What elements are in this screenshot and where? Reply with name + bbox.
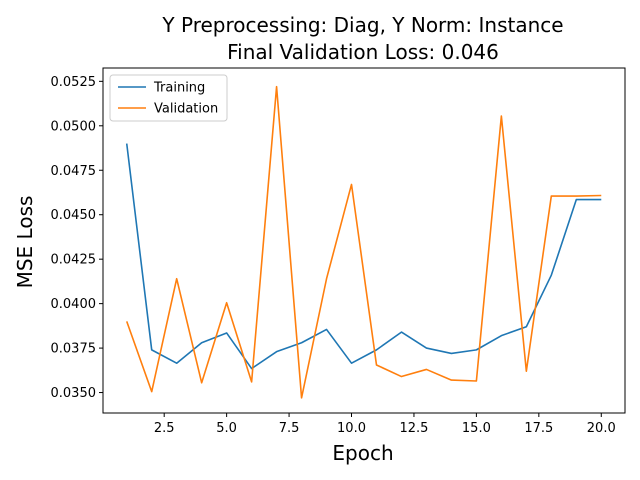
y-tick-label: 0.0450 xyxy=(51,208,97,223)
x-axis-title: Epoch xyxy=(332,441,393,465)
x-tick-label: 7.5 xyxy=(279,421,300,436)
y-tick-label: 0.0350 xyxy=(51,386,97,401)
x-tick-label: 17.5 xyxy=(524,421,553,436)
y-axis-ticks: 0.0350 0.0375 0.0400 0.0425 0.0450 0.0475 0.05… xyxy=(51,75,103,401)
x-tick-label: 12.5 xyxy=(399,421,428,436)
x-axis-ticks: 2.5 5.0 7.5 10.0 12.5 15.0 17.5 20.0 xyxy=(154,413,616,436)
legend: Training Validation xyxy=(109,74,228,122)
x-tick-label: 5.0 xyxy=(216,421,237,436)
chart-title-line1: Y Preprocessing: Diag, Y Norm: Instance xyxy=(161,13,563,37)
y-tick-label: 0.0375 xyxy=(51,342,97,357)
legend-label-validation: Validation xyxy=(154,102,218,117)
y-axis-title: MSE Loss xyxy=(13,196,37,289)
x-tick-label: 20.0 xyxy=(587,421,616,436)
series-line-validation xyxy=(125,85,602,399)
x-tick-label: 10.0 xyxy=(337,421,366,436)
series-line-training xyxy=(125,143,602,370)
chart-title-line2: Final Validation Loss: 0.046 xyxy=(227,40,499,64)
y-tick-label: 0.0475 xyxy=(51,164,97,179)
y-tick-label: 0.0425 xyxy=(51,253,97,268)
y-tick-label: 0.0525 xyxy=(51,75,97,90)
series-layer xyxy=(125,85,602,399)
legend-label-training: Training xyxy=(153,81,205,96)
x-tick-label: 15.0 xyxy=(462,421,491,436)
x-tick-label: 2.5 xyxy=(154,421,175,436)
y-tick-label: 0.0400 xyxy=(51,297,97,312)
y-tick-label: 0.0500 xyxy=(51,119,97,134)
plot-area-frame xyxy=(102,67,626,414)
